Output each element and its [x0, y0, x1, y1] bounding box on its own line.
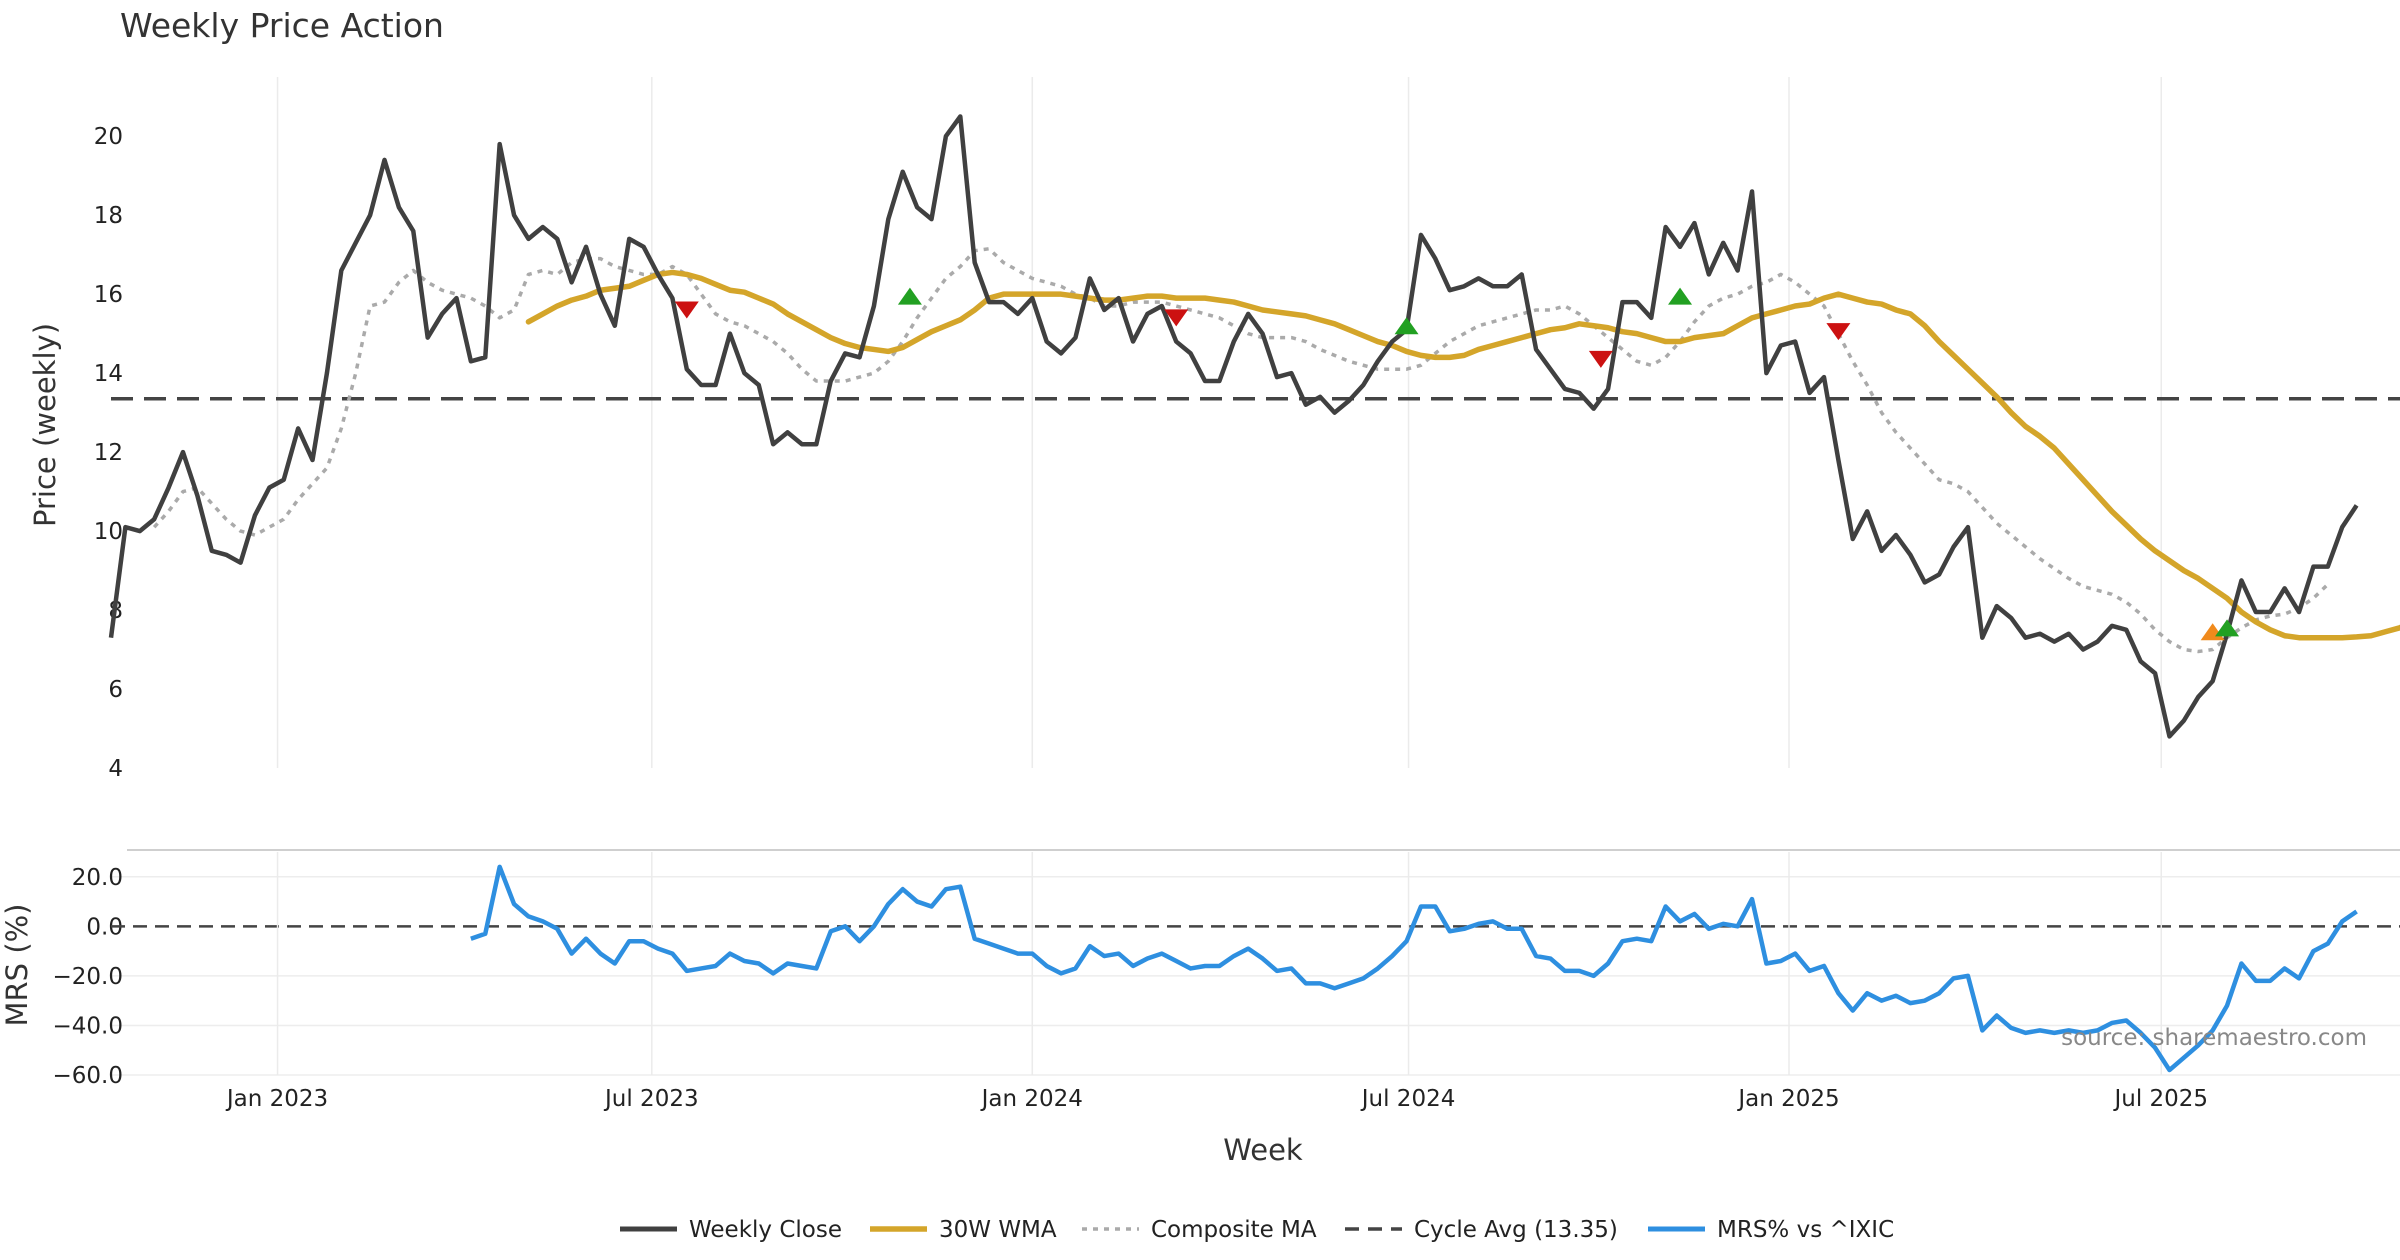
x-tick-label: Jan 2023: [225, 1086, 328, 1112]
x-tick-label: Jan 2024: [980, 1086, 1083, 1112]
buy-signal-marker: [1668, 287, 1693, 305]
mrs-y-tick-label: −60.0: [53, 1063, 123, 1089]
x-tick-label: Jan 2025: [1736, 1086, 1839, 1112]
x-tick-label: Jul 2025: [2112, 1086, 2208, 1112]
price-y-tick-label: 18: [94, 203, 123, 229]
x-tick-label: Jul 2024: [1360, 1086, 1456, 1112]
mrs-line: [470, 864, 2358, 1073]
price-y-tick-label: 14: [94, 361, 123, 387]
sell-signal-marker: [674, 301, 699, 319]
legend-label: Cycle Avg (13.35): [1414, 1217, 1618, 1243]
buy-signal-marker: [2215, 619, 2240, 637]
source-annotation: source: sharemaestro.com: [2061, 1025, 2367, 1051]
composite-ma-line: [152, 247, 2330, 654]
legend-label: 30W WMA: [939, 1217, 1057, 1243]
weekly-close-line: [108, 114, 2359, 739]
buy-signal-marker: [897, 287, 922, 305]
price-y-tick-label: 16: [94, 282, 123, 308]
x-tick-label: Jul 2023: [603, 1086, 699, 1112]
legend-label: Composite MA: [1151, 1217, 1317, 1243]
legend: Weekly Close 30W WMA Composite MA Cycle Avg…: [620, 1217, 1894, 1243]
sell-signal-marker: [1588, 350, 1613, 368]
mrs-y-tick-label: −20.0: [53, 964, 123, 990]
mrs-panel-grid: 20.00.0−20.0−40.0−60.0: [53, 849, 2400, 1089]
price-y-axis-label: Price (weekly): [28, 323, 62, 527]
price-y-tick-label: 12: [94, 440, 123, 466]
sell-signal-marker: [1164, 309, 1189, 327]
buy-signal-marker: [1394, 317, 1419, 335]
legend-label: Weekly Close: [689, 1217, 842, 1243]
sell-signal-marker: [1826, 323, 1851, 341]
legend-label: MRS% vs ^IXIC: [1717, 1217, 1894, 1243]
wma-30w-line: [525, 269, 2400, 641]
price-y-tick-label: 20: [94, 124, 123, 150]
x-axis-ticks: Jan 2023 Jul 2023 Jan 2024 Jul 2024 Jan 2025…: [225, 1086, 2208, 1112]
mrs-y-axis-label: MRS (%): [0, 904, 34, 1027]
x-axis-label: Week: [1223, 1133, 1303, 1167]
price-y-tick-label: 6: [108, 677, 123, 703]
price-y-tick-label: 10: [94, 519, 123, 545]
price-y-tick-label: 4: [108, 756, 123, 782]
chart-title: Weekly Price Action: [120, 6, 444, 45]
signal-markers: [674, 287, 2240, 641]
price-series-group: [108, 114, 2400, 739]
mrs-series-group: [470, 864, 2358, 1073]
mrs-y-tick-label: −40.0: [53, 1013, 123, 1039]
mrs-y-tick-label: 20.0: [72, 865, 123, 891]
